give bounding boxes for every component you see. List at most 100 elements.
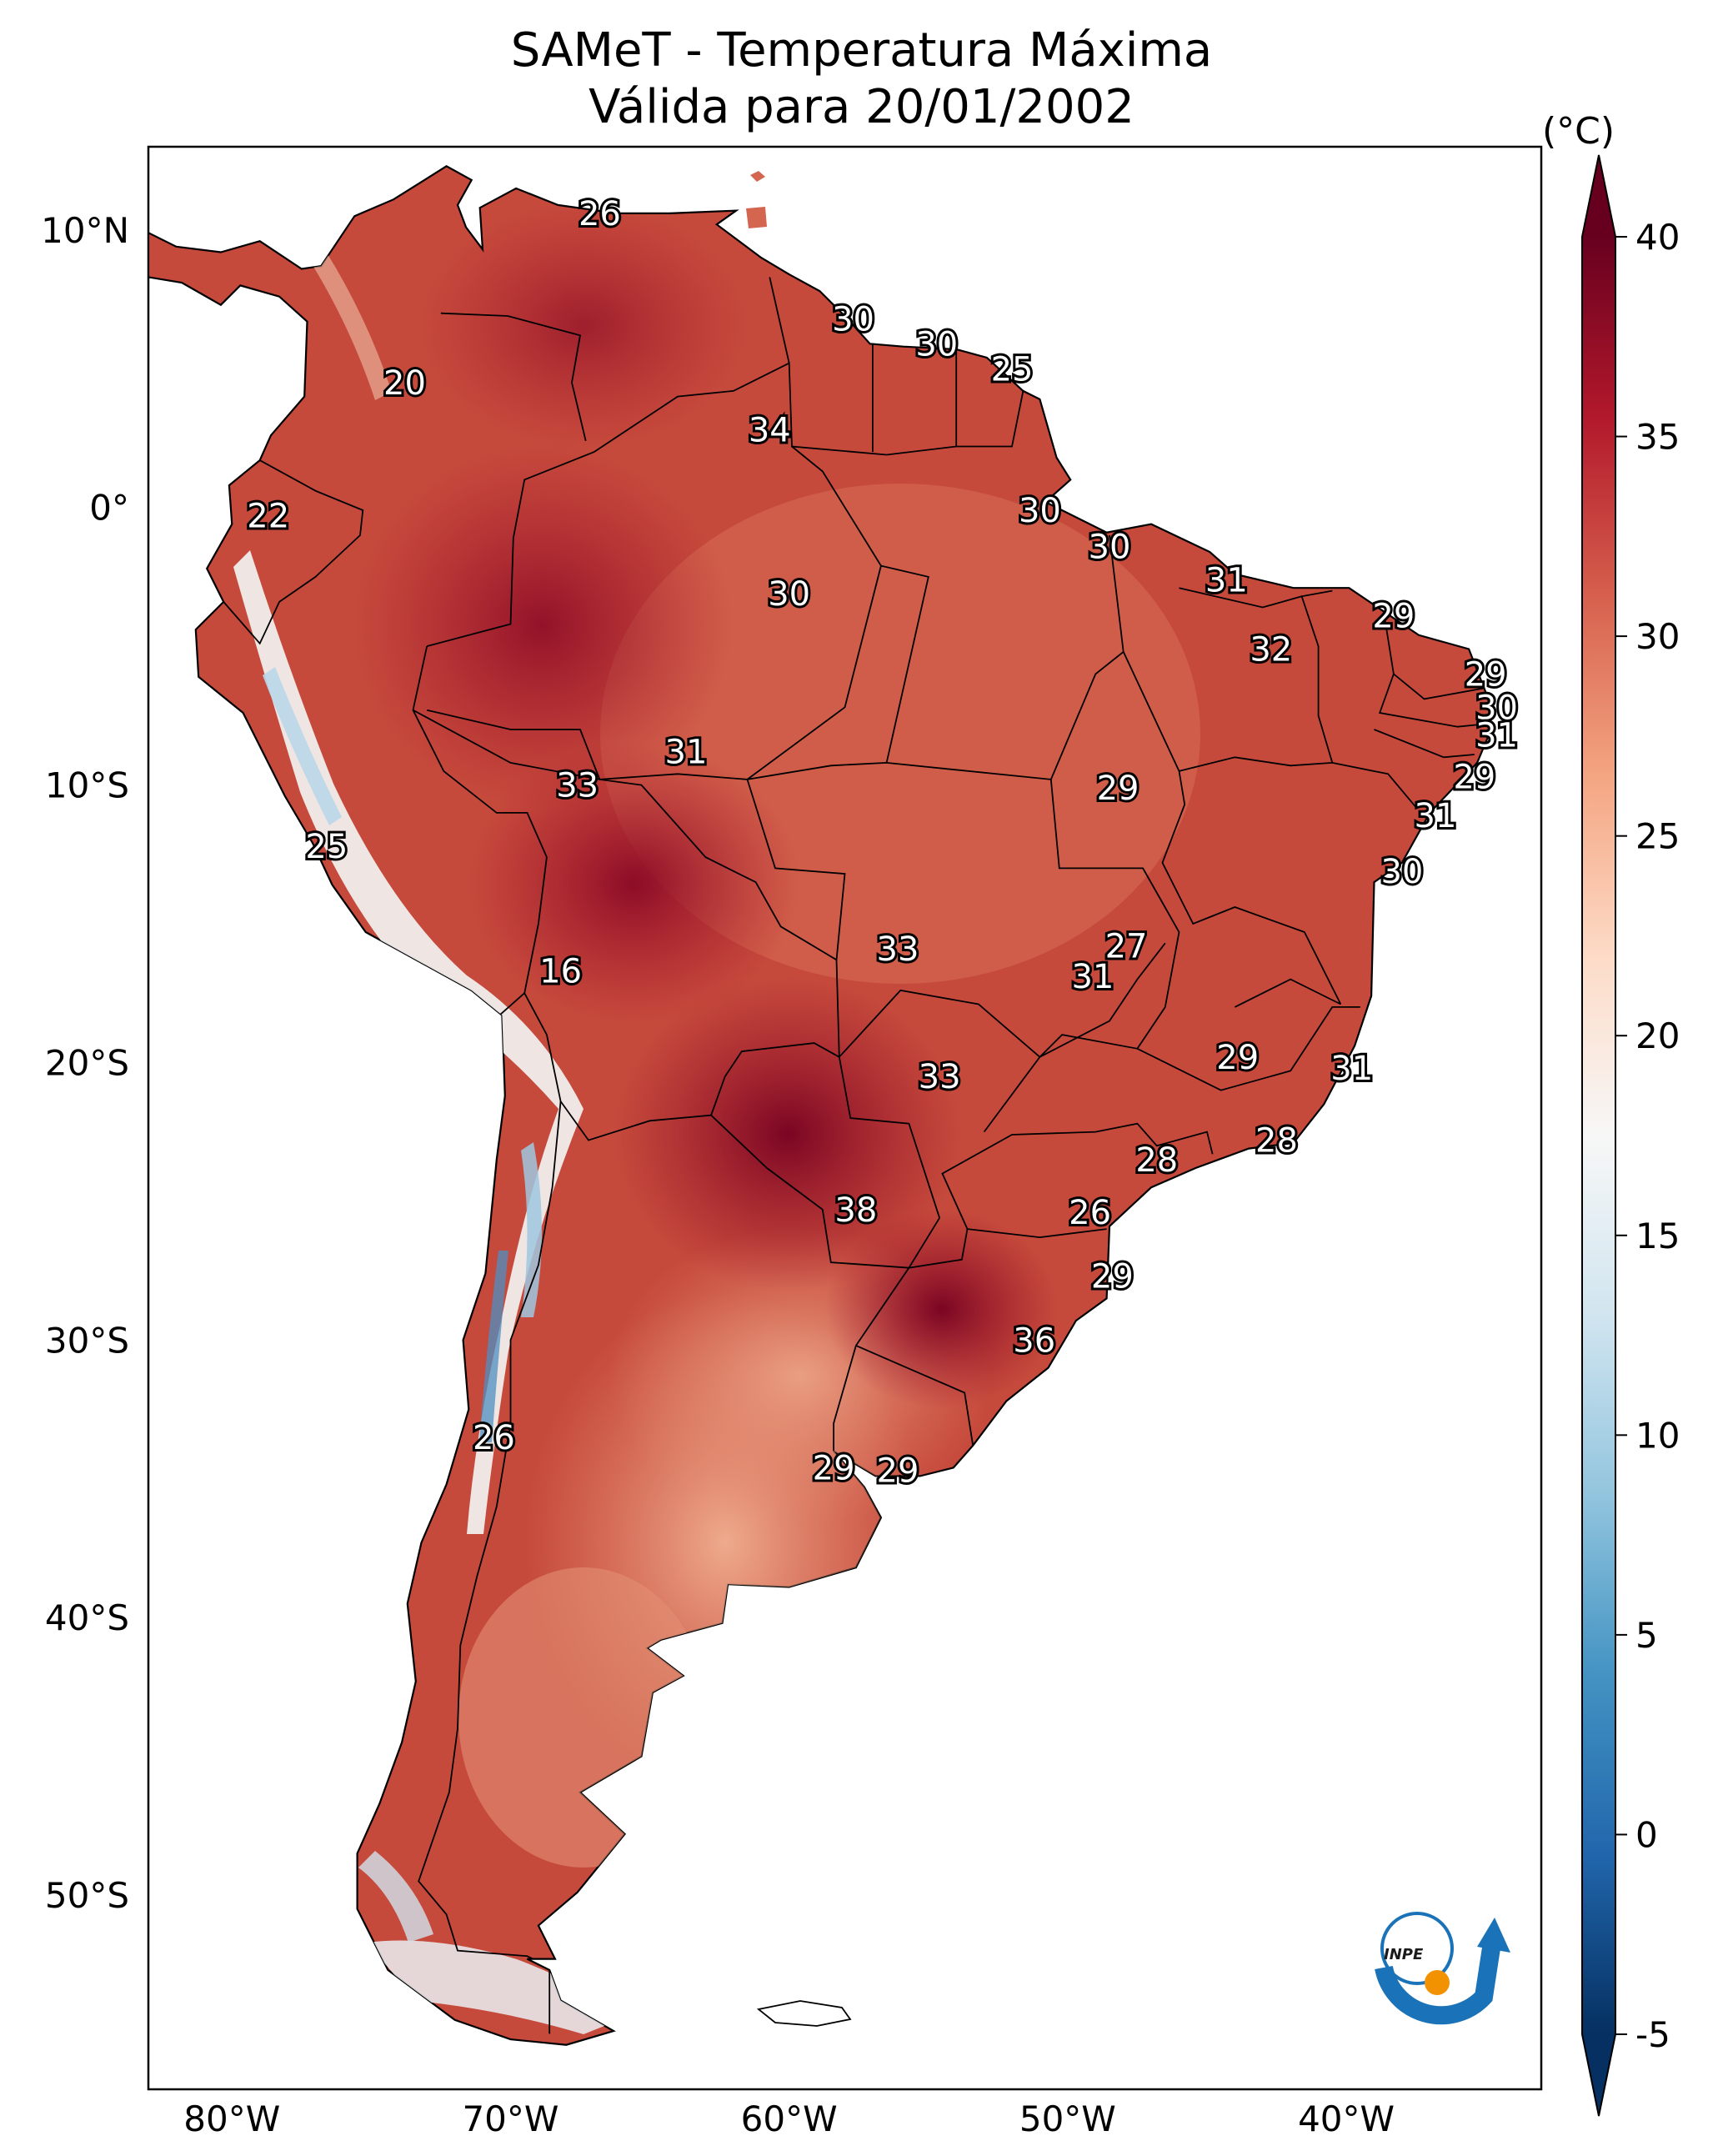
map-title: SAMeT - Temperatura Máxima [510,23,1213,78]
border-line [426,709,601,780]
temperature-value-label: 31 [1205,561,1248,599]
temperature-value-label: 30 [832,300,874,338]
border-line [1049,534,1124,780]
temperature-value-label: 25 [305,828,348,866]
temperature-value-label: 30 [1019,492,1061,530]
temperature-value-label: 29 [877,1452,919,1491]
colombia-andes [308,250,392,400]
border-line [1179,756,1417,808]
border-line [941,1122,1214,1230]
temperature-value-label: 29 [1465,655,1507,694]
hot-core-bolivia [467,742,800,1025]
colorbar-tick-label: 30 [1635,616,1680,657]
colorbar-gradient [1582,237,1615,2034]
border-line [1374,729,1475,759]
border-line [223,459,364,645]
colorbar-tick-label: 10 [1635,1415,1680,1456]
logo-arrow-icon [1477,1918,1510,1953]
border-line [1384,621,1486,700]
falkland-islands [756,2000,852,2027]
colorbar-tick-label: -5 [1635,2014,1670,2055]
colorbar-tick-label: 20 [1635,1015,1680,1056]
border-line [440,312,587,442]
border-line [1301,589,1333,598]
border-line [839,989,1040,1058]
temperature-value-label: 30 [768,575,810,614]
temperature-value-label: 30 [1089,528,1131,566]
lat-tick-label: 10°N [41,210,129,251]
andes-coldest-chile [479,1251,508,1442]
lat-tick-label: 30°S [45,1320,129,1361]
andes-cold-chile [521,1142,542,1317]
colorbar-tick-label: 0 [1635,1814,1658,1855]
lat-tick-label: 50°S [45,1875,129,1916]
inpe-logo: INPE [1375,1912,1510,2025]
border-line [967,1228,1107,1239]
trinidad-island [746,207,767,228]
colorbar-min-arrow [1582,2034,1615,2116]
hot-core-rio-grande-sul [825,1209,1059,1409]
colorbar-max-arrow [1582,155,1615,237]
colorbar-tick-label: 5 [1635,1615,1658,1656]
hot-core-amazon [350,442,734,809]
temperature-value-label: 28 [1135,1141,1178,1180]
colorbar: (°C) 40 35 30 25 20 15 10 5 0 -5 [1542,110,1680,2117]
colorbar-tick-label: 25 [1635,816,1680,857]
lon-tick-label: 50°W [1019,2098,1116,2139]
border-line [1234,978,1341,1008]
lat-tick-label: 10°S [45,765,129,806]
border-line [983,1006,1360,1133]
lon-tick-label: 40°W [1298,2098,1395,2139]
temperature-value-label: 29 [1453,759,1495,797]
temperature-value-label: 32 [1250,630,1292,669]
temperature-value-label: 25 [991,350,1034,389]
temperature-value-label: 29 [813,1449,855,1487]
temperature-value-label: 26 [1069,1194,1111,1232]
hot-core-paraguay [613,975,963,1292]
border-line [599,773,748,780]
map-subtitle: Válida para 20/01/2002 [589,80,1134,134]
temperature-value-label: 33 [877,930,919,969]
border-line [710,1115,940,1269]
border-line [1179,587,1334,764]
temperature-value-label: 31 [1475,717,1518,755]
temperature-value-label: 31 [1415,797,1457,835]
temperature-value-label: 29 [1091,1258,1134,1296]
temperature-value-label: 26 [473,1419,515,1457]
lon-tick-label: 80°W [183,2098,280,2139]
longitude-axis: 80°W 70°W 60°W 50°W 40°W [183,2098,1395,2139]
temperature-value-label: 31 [1330,1050,1373,1088]
logo-orbit [1380,1912,1454,1985]
tierra-del-fuego-cool [367,1940,625,2034]
border-line [1122,651,1342,1005]
border-line [855,1228,969,1346]
border-line [746,565,882,780]
temperature-value-label: 26 [579,195,621,233]
temperature-value-label: 31 [1071,958,1114,996]
logo-dot-icon [1425,1970,1450,1995]
border-line [833,1345,857,1452]
lat-tick-label: 40°S [45,1597,129,1638]
temperature-value-label: 36 [1013,1321,1055,1360]
hot-core-venezuela [417,200,750,450]
lat-tick-label: 0° [89,488,129,529]
temperature-value-label: 22 [247,498,289,536]
temperature-value-label: 27 [1105,928,1148,966]
temperature-value-label: 30 [1475,689,1518,727]
latitude-axis: 10°N 0° 10°S 20°S 30°S 40°S 50°S [41,210,129,1916]
border-line [746,761,1180,1050]
border-line [1039,942,1166,1058]
temperature-value-label: 33 [556,767,599,805]
temperature-value-label: 30 [1380,853,1423,891]
colorbar-tick-label: 35 [1635,417,1680,458]
border-line [855,1345,974,1446]
temperature-value-label: 20 [383,364,426,403]
border-line [523,992,840,1141]
border-line [418,1101,562,2034]
temperature-value-label: 29 [1216,1039,1259,1077]
temperature-value-label: 28 [1255,1122,1298,1161]
temperature-value-label: 29 [1372,598,1415,636]
logo-arc [1375,1941,1501,2025]
